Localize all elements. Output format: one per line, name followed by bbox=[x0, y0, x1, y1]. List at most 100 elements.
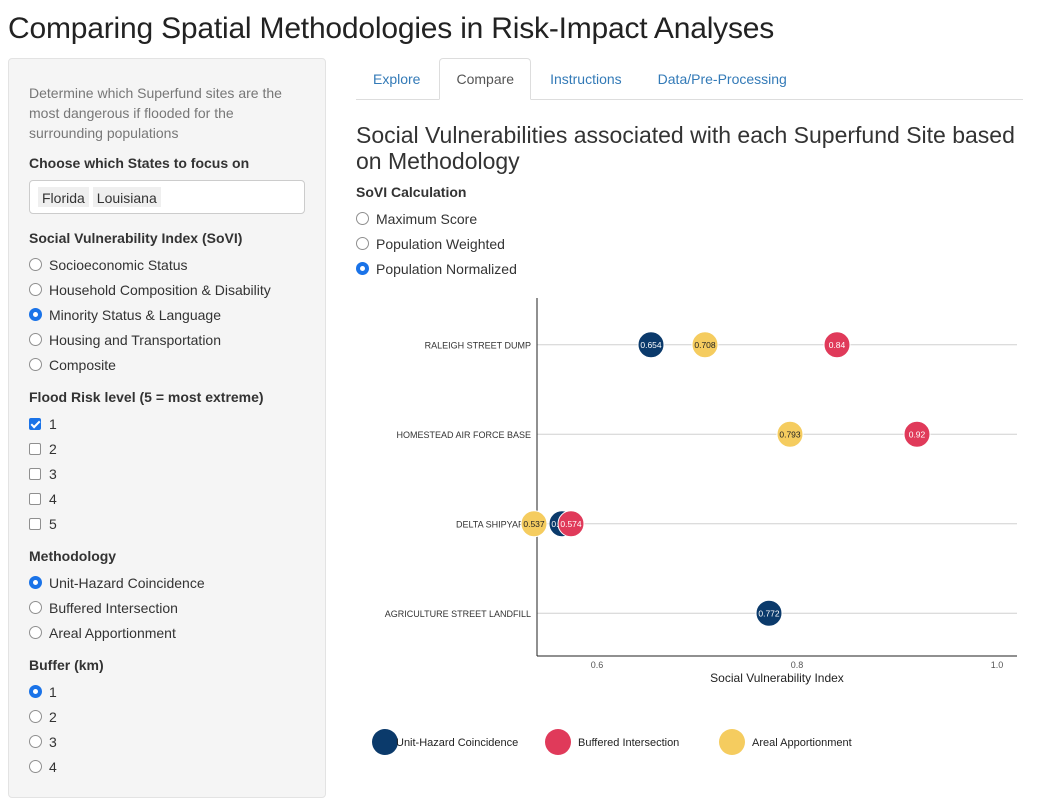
radio-button[interactable] bbox=[29, 283, 42, 296]
dot-plot-chart: RALEIGH STREET DUMP HOMESTEAD AIR FORCE B… bbox=[372, 298, 1017, 755]
data-point bbox=[755, 599, 783, 627]
option-label: 2 bbox=[49, 440, 57, 457]
radio-button-selected[interactable] bbox=[29, 685, 42, 698]
data-label: 0.793 bbox=[779, 429, 801, 439]
checkbox-checked[interactable] bbox=[29, 417, 41, 430]
data-label: 0.654 bbox=[640, 340, 662, 350]
tab-data-preprocessing[interactable]: Data/Pre-Processing bbox=[657, 71, 787, 87]
sovi-calc-group: SoVI Calculation Maximum Score Populatio… bbox=[356, 184, 1023, 281]
methodology-option-areal[interactable]: Areal Apportionment bbox=[29, 620, 305, 645]
data-label: 0.92 bbox=[909, 429, 926, 439]
radio-button[interactable] bbox=[29, 626, 42, 639]
checkbox[interactable] bbox=[29, 467, 41, 480]
flood-option-4[interactable]: 4 bbox=[29, 486, 305, 511]
tab-compare[interactable]: Compare bbox=[439, 58, 532, 100]
tab-bar: Explore Compare Instructions Data/Pre-Pr… bbox=[356, 58, 1023, 100]
option-label: Population Normalized bbox=[376, 260, 517, 277]
buffer-option-3[interactable]: 3 bbox=[29, 729, 305, 754]
radio-button[interactable] bbox=[29, 358, 42, 371]
radio-button[interactable] bbox=[29, 735, 42, 748]
state-chip-louisiana[interactable]: Louisiana bbox=[92, 187, 161, 207]
data-point bbox=[823, 331, 851, 359]
sovi-option-socioeconomic[interactable]: Socioeconomic Status bbox=[29, 252, 305, 277]
plot-heading: Social Vulnerabilities associated with e… bbox=[356, 122, 1015, 174]
sovi-group: Social Vulnerability Index (SoVI) Socioe… bbox=[29, 230, 305, 377]
buffer-option-4[interactable]: 4 bbox=[29, 754, 305, 779]
option-label: 4 bbox=[49, 490, 57, 507]
data-point bbox=[691, 331, 719, 359]
data-label: 0.84 bbox=[829, 340, 846, 350]
radio-button[interactable] bbox=[356, 212, 369, 225]
option-label: 3 bbox=[49, 465, 57, 482]
sovi-option-housing[interactable]: Housing and Transportation bbox=[29, 327, 305, 352]
app-title: Comparing Spatial Methodologies in Risk-… bbox=[8, 12, 775, 45]
sovi-option-household[interactable]: Household Composition & Disability bbox=[29, 277, 305, 302]
radio-button[interactable] bbox=[29, 601, 42, 614]
state-chip-florida[interactable]: Florida bbox=[38, 187, 89, 207]
x-tick-label: 1.0 bbox=[991, 660, 1004, 670]
sovi-label: Social Vulnerability Index (SoVI) bbox=[29, 230, 243, 246]
x-tick-label: 0.8 bbox=[791, 660, 804, 670]
sidebar-panel: Determine which Superfund sites are the … bbox=[8, 58, 326, 798]
data-point bbox=[637, 331, 665, 359]
option-label: 4 bbox=[49, 758, 57, 775]
tab-explore[interactable]: Explore bbox=[373, 71, 421, 87]
main-panel: Explore Compare Instructions Data/Pre-Pr… bbox=[356, 58, 1023, 281]
flood-group: Flood Risk level (5 = most extreme) 1 2 … bbox=[29, 389, 305, 536]
data-label: 0.772 bbox=[758, 608, 780, 618]
radio-button[interactable] bbox=[356, 237, 369, 250]
data-label: 0.708 bbox=[694, 340, 716, 350]
option-label: Household Composition & Disability bbox=[49, 281, 271, 298]
chart-area: RALEIGH STREET DUMP HOMESTEAD AIR FORCE B… bbox=[356, 290, 1038, 785]
radio-button-selected[interactable] bbox=[356, 262, 369, 275]
radio-button[interactable] bbox=[29, 710, 42, 723]
option-label: 1 bbox=[49, 415, 57, 432]
states-select[interactable]: Florida Louisiana bbox=[29, 180, 305, 214]
option-label: 5 bbox=[49, 515, 57, 532]
methodology-label: Methodology bbox=[29, 548, 117, 564]
buffer-option-1[interactable]: 1 bbox=[29, 679, 305, 704]
states-label: Choose which States to focus on bbox=[29, 155, 250, 171]
option-label: Population Weighted bbox=[376, 235, 505, 252]
sovi-calc-option-normalized[interactable]: Population Normalized bbox=[356, 256, 1023, 281]
radio-button[interactable] bbox=[29, 760, 42, 773]
checkbox[interactable] bbox=[29, 492, 41, 505]
flood-option-1[interactable]: 1 bbox=[29, 411, 305, 436]
radio-button[interactable] bbox=[29, 333, 42, 346]
category-label: HOMESTEAD AIR FORCE BASE bbox=[396, 430, 531, 440]
data-point bbox=[557, 510, 585, 538]
tab-instructions[interactable]: Instructions bbox=[550, 71, 622, 87]
data-label: 0.537 bbox=[523, 519, 545, 529]
radio-button-selected[interactable] bbox=[29, 308, 42, 321]
x-axis-title: Social Vulnerability Index bbox=[710, 671, 844, 685]
methodology-group: Methodology Unit-Hazard Coincidence Buff… bbox=[29, 548, 305, 645]
flood-option-2[interactable]: 2 bbox=[29, 436, 305, 461]
category-label: RALEIGH STREET DUMP bbox=[425, 340, 531, 350]
legend-label: Areal Apportionment bbox=[752, 737, 852, 749]
radio-button-selected[interactable] bbox=[29, 576, 42, 589]
checkbox[interactable] bbox=[29, 517, 41, 530]
buffer-group: Buffer (km) 1 2 3 4 bbox=[29, 657, 305, 779]
data-point bbox=[520, 510, 548, 538]
legend-swatch bbox=[719, 729, 745, 755]
sovi-calc-label: SoVI Calculation bbox=[356, 184, 467, 200]
sovi-option-composite[interactable]: Composite bbox=[29, 352, 305, 377]
flood-option-5[interactable]: 5 bbox=[29, 511, 305, 536]
option-label: Socioeconomic Status bbox=[49, 256, 188, 273]
option-label: Housing and Transportation bbox=[49, 331, 221, 348]
sovi-option-minority[interactable]: Minority Status & Language bbox=[29, 302, 305, 327]
methodology-option-buffered[interactable]: Buffered Intersection bbox=[29, 595, 305, 620]
checkbox[interactable] bbox=[29, 442, 41, 455]
category-label: AGRICULTURE STREET LANDFILL bbox=[385, 609, 531, 619]
flood-option-3[interactable]: 3 bbox=[29, 461, 305, 486]
option-label: Areal Apportionment bbox=[49, 624, 176, 641]
data-label: 0.574 bbox=[560, 519, 582, 529]
option-label: Composite bbox=[49, 356, 116, 373]
legend-swatch bbox=[372, 729, 398, 755]
sovi-calc-option-weighted[interactable]: Population Weighted bbox=[356, 231, 1023, 256]
methodology-option-unit-hazard[interactable]: Unit-Hazard Coincidence bbox=[29, 570, 305, 595]
radio-button[interactable] bbox=[29, 258, 42, 271]
buffer-option-2[interactable]: 2 bbox=[29, 704, 305, 729]
data-point bbox=[776, 420, 804, 448]
sovi-calc-option-maximum[interactable]: Maximum Score bbox=[356, 206, 1023, 231]
